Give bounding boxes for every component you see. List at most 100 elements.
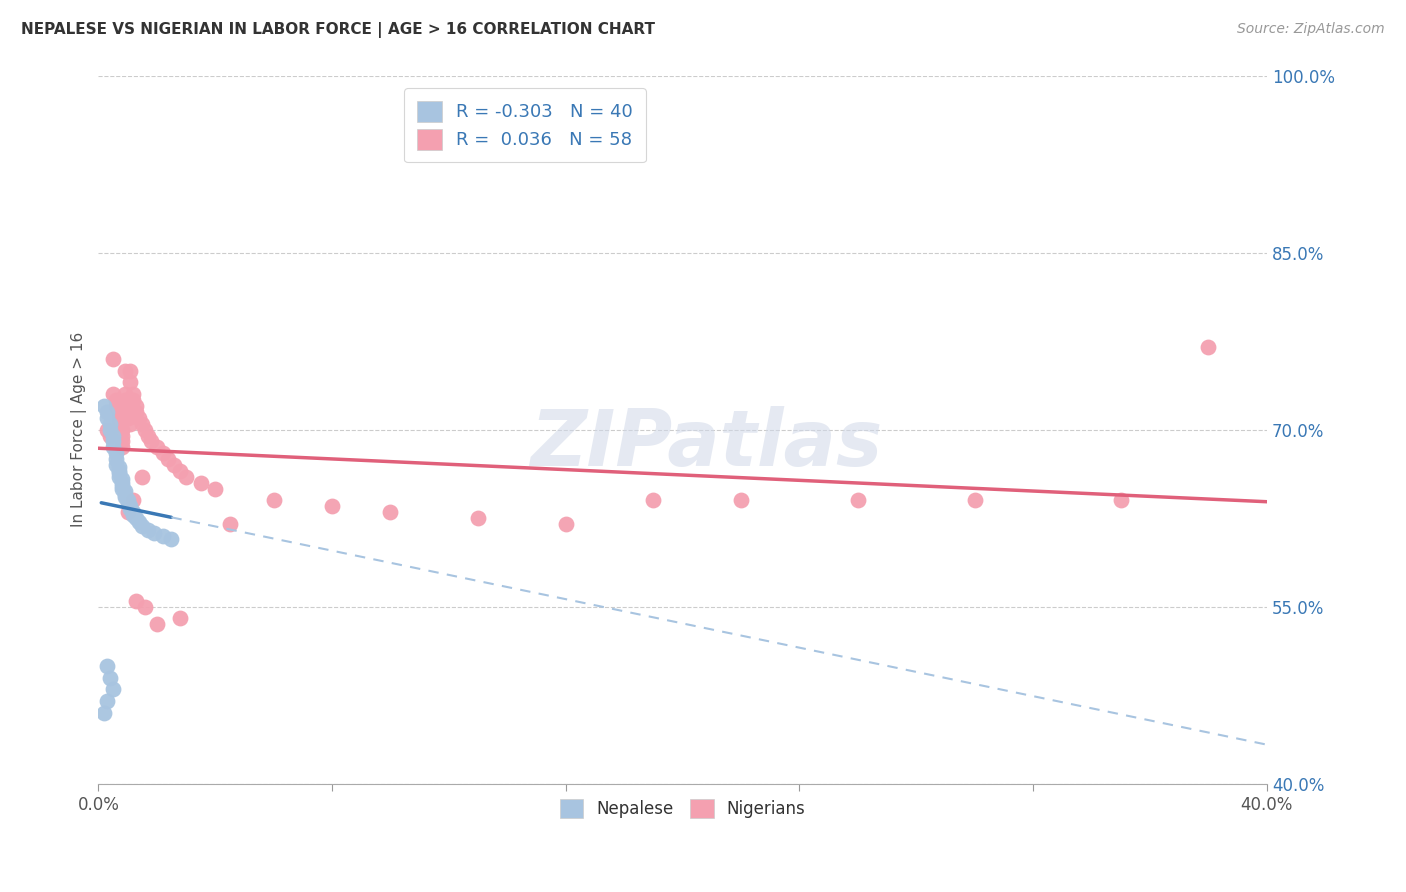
Point bbox=[96, 410, 118, 425]
Point bbox=[111, 434, 134, 449]
Point bbox=[131, 470, 153, 484]
Point bbox=[101, 387, 124, 401]
Point bbox=[114, 387, 136, 401]
Point bbox=[263, 493, 285, 508]
Point bbox=[218, 517, 240, 532]
Point bbox=[98, 671, 121, 685]
Point bbox=[104, 393, 127, 408]
Point bbox=[117, 405, 139, 419]
Point bbox=[107, 460, 129, 475]
Point bbox=[643, 493, 665, 508]
Point bbox=[169, 611, 191, 625]
Point bbox=[107, 464, 129, 478]
Point bbox=[139, 434, 162, 449]
Point bbox=[93, 706, 115, 720]
Legend: Nepalese, Nigerians: Nepalese, Nigerians bbox=[553, 792, 813, 825]
Point bbox=[122, 387, 145, 401]
Point bbox=[128, 515, 150, 529]
Point bbox=[131, 519, 153, 533]
Point bbox=[846, 493, 869, 508]
Point bbox=[117, 496, 139, 510]
Point bbox=[146, 440, 169, 454]
Point bbox=[107, 417, 129, 431]
Text: Source: ZipAtlas.com: Source: ZipAtlas.com bbox=[1237, 22, 1385, 37]
Point bbox=[120, 500, 142, 514]
Point bbox=[114, 393, 136, 408]
Point bbox=[163, 458, 186, 472]
Point bbox=[730, 493, 752, 508]
Y-axis label: In Labor Force | Age > 16: In Labor Force | Age > 16 bbox=[72, 332, 87, 527]
Point bbox=[114, 363, 136, 377]
Point bbox=[114, 490, 136, 504]
Point bbox=[101, 682, 124, 697]
Point bbox=[122, 508, 145, 522]
Point bbox=[120, 363, 142, 377]
Point bbox=[111, 428, 134, 442]
Point bbox=[125, 594, 148, 608]
Point bbox=[169, 464, 191, 478]
Point bbox=[122, 393, 145, 408]
Point bbox=[117, 399, 139, 413]
Point bbox=[190, 475, 212, 490]
Point bbox=[111, 440, 134, 454]
Point bbox=[104, 399, 127, 413]
Point bbox=[101, 434, 124, 449]
Point bbox=[174, 470, 197, 484]
Point bbox=[107, 470, 129, 484]
Point bbox=[136, 428, 159, 442]
Point bbox=[117, 505, 139, 519]
Point bbox=[1109, 493, 1132, 508]
Point bbox=[96, 423, 118, 437]
Point bbox=[117, 410, 139, 425]
Point bbox=[107, 405, 129, 419]
Point bbox=[98, 428, 121, 442]
Point bbox=[111, 472, 134, 486]
Point bbox=[152, 529, 174, 543]
Point bbox=[120, 417, 142, 431]
Point bbox=[122, 505, 145, 519]
Point bbox=[125, 405, 148, 419]
Point bbox=[134, 599, 156, 614]
Point bbox=[114, 483, 136, 498]
Point bbox=[1198, 340, 1220, 354]
Point bbox=[122, 493, 145, 508]
Point bbox=[128, 410, 150, 425]
Point bbox=[96, 694, 118, 708]
Point bbox=[107, 467, 129, 481]
Point bbox=[93, 399, 115, 413]
Point bbox=[160, 533, 183, 547]
Point bbox=[136, 523, 159, 537]
Point bbox=[96, 658, 118, 673]
Point bbox=[98, 423, 121, 437]
Point bbox=[101, 351, 124, 366]
Point bbox=[101, 428, 124, 442]
Point bbox=[134, 423, 156, 437]
Point bbox=[125, 399, 148, 413]
Point bbox=[101, 440, 124, 454]
Point bbox=[104, 452, 127, 467]
Text: ZIPatlas: ZIPatlas bbox=[530, 406, 882, 482]
Point bbox=[111, 482, 134, 496]
Point bbox=[146, 617, 169, 632]
Point bbox=[321, 500, 343, 514]
Point bbox=[117, 493, 139, 508]
Point bbox=[107, 410, 129, 425]
Point bbox=[111, 479, 134, 493]
Point bbox=[125, 511, 148, 525]
Point bbox=[204, 482, 226, 496]
Point bbox=[554, 517, 576, 532]
Point bbox=[114, 487, 136, 501]
Point bbox=[96, 405, 118, 419]
Point bbox=[963, 493, 986, 508]
Point bbox=[104, 446, 127, 460]
Point bbox=[157, 452, 180, 467]
Text: NEPALESE VS NIGERIAN IN LABOR FORCE | AGE > 16 CORRELATION CHART: NEPALESE VS NIGERIAN IN LABOR FORCE | AG… bbox=[21, 22, 655, 38]
Point bbox=[120, 376, 142, 390]
Point bbox=[104, 458, 127, 472]
Point bbox=[131, 417, 153, 431]
Point bbox=[111, 423, 134, 437]
Point bbox=[98, 417, 121, 431]
Point bbox=[111, 475, 134, 490]
Point bbox=[142, 526, 165, 541]
Point bbox=[380, 505, 402, 519]
